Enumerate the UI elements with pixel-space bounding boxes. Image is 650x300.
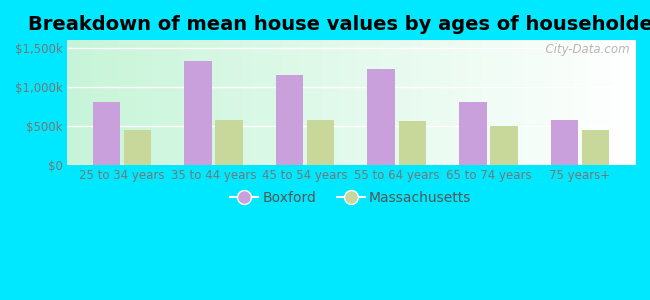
Bar [124,130,151,165]
Bar [184,61,212,165]
Bar [582,130,609,165]
Legend: Boxford, Massachusetts: Boxford, Massachusetts [225,185,477,211]
Bar [551,119,578,165]
Bar [215,119,243,165]
Bar [307,119,335,165]
Title: Breakdown of mean house values by ages of householders: Breakdown of mean house values by ages o… [28,15,650,34]
Bar [459,102,487,165]
Bar [276,75,304,165]
Bar [367,69,395,165]
Bar [490,126,517,165]
Text: City-Data.com: City-Data.com [538,44,629,56]
Bar [92,102,120,165]
Bar [398,121,426,165]
